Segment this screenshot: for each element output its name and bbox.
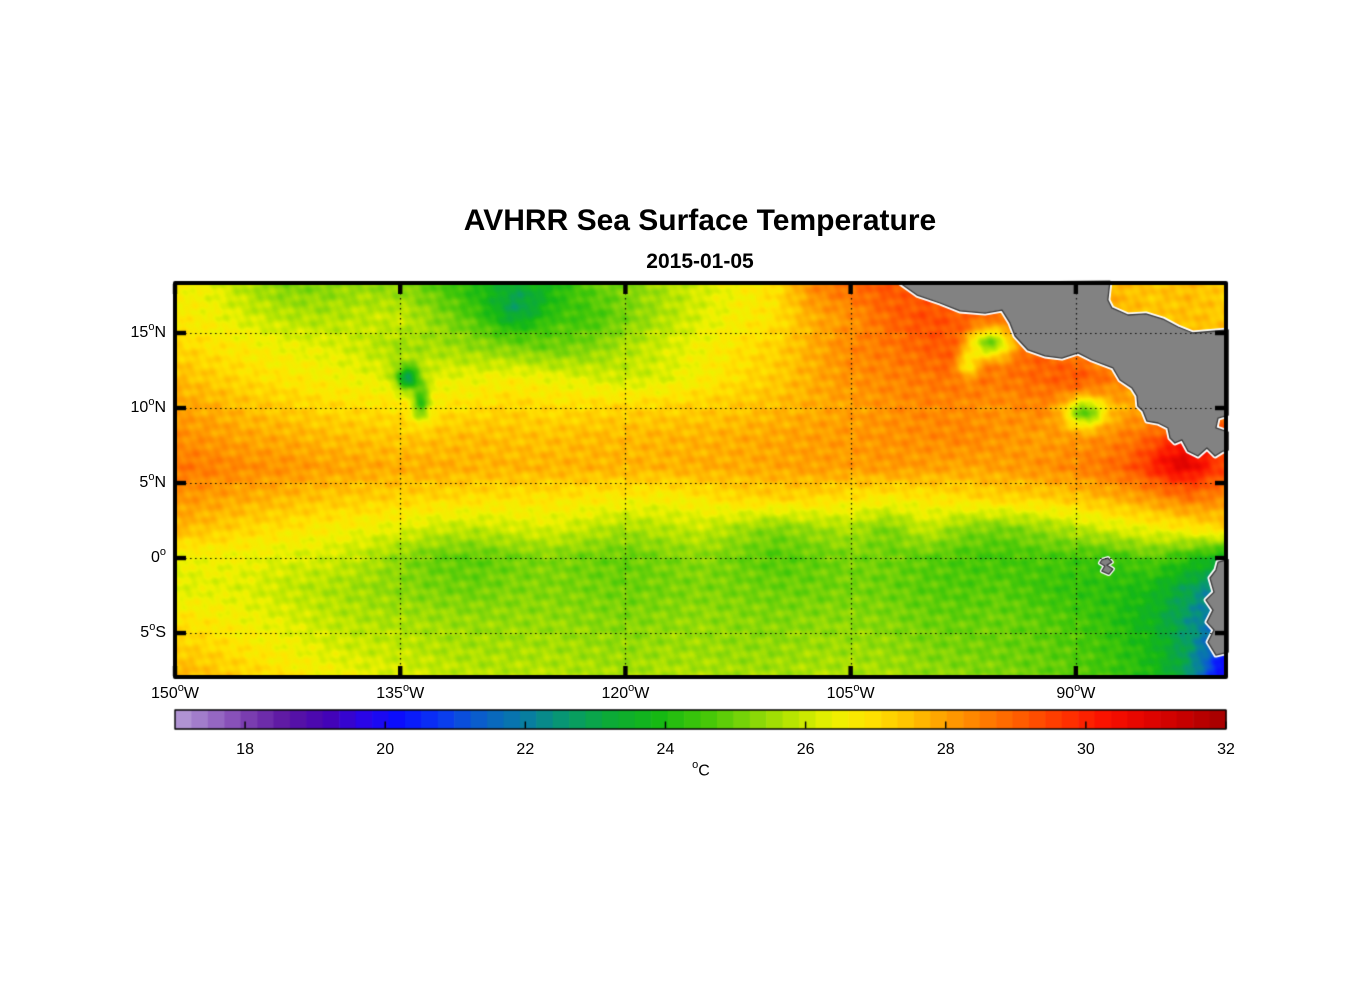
colorbar-tick-label: 20 — [376, 741, 395, 758]
lat-tick-label: 5oS — [140, 620, 166, 642]
degree-symbol: o — [1074, 681, 1081, 694]
lat-tick-label: 15oN — [130, 320, 166, 341]
colorbar-unit-label: oC — [692, 759, 710, 780]
colorbar-tick-label: 30 — [1076, 741, 1095, 758]
colorbar-tick-label: 28 — [936, 741, 955, 758]
degree-symbol: o — [177, 681, 184, 694]
colorbar-tick-label: 32 — [1217, 741, 1235, 758]
figure-subtitle: 2015-01-05 — [646, 250, 754, 273]
degree-symbol: o — [628, 681, 635, 694]
colorbar-tick-label: 22 — [516, 741, 535, 758]
colorbar-tick-label: 24 — [656, 741, 675, 758]
lat-tick-label: 0o — [150, 545, 166, 567]
unit-letter: C — [698, 762, 710, 780]
colorbar-tick-label: 26 — [796, 741, 815, 758]
degree-symbol: o — [692, 759, 699, 771]
degree-symbol: o — [159, 545, 166, 558]
lat-tick-label: 10oN — [130, 395, 166, 416]
lon-tick-label: 135oW — [376, 681, 425, 702]
lon-tick-label: 90oW — [1056, 681, 1096, 702]
degree-symbol: o — [853, 681, 860, 694]
degree-symbol: o — [148, 470, 155, 483]
degree-symbol: o — [149, 620, 156, 633]
lon-tick-label: 150oW — [151, 681, 199, 702]
lat-tick-label: 5oN — [139, 470, 166, 492]
figure-title: AVHRR Sea Surface Temperature — [463, 204, 937, 237]
lon-tick-label: 105oW — [826, 681, 875, 702]
degree-symbol: o — [148, 395, 155, 408]
degree-symbol: o — [402, 681, 410, 694]
lon-tick-label: 120oW — [601, 681, 650, 702]
degree-symbol: o — [148, 320, 155, 333]
colorbar-tick-label: 18 — [236, 741, 254, 758]
